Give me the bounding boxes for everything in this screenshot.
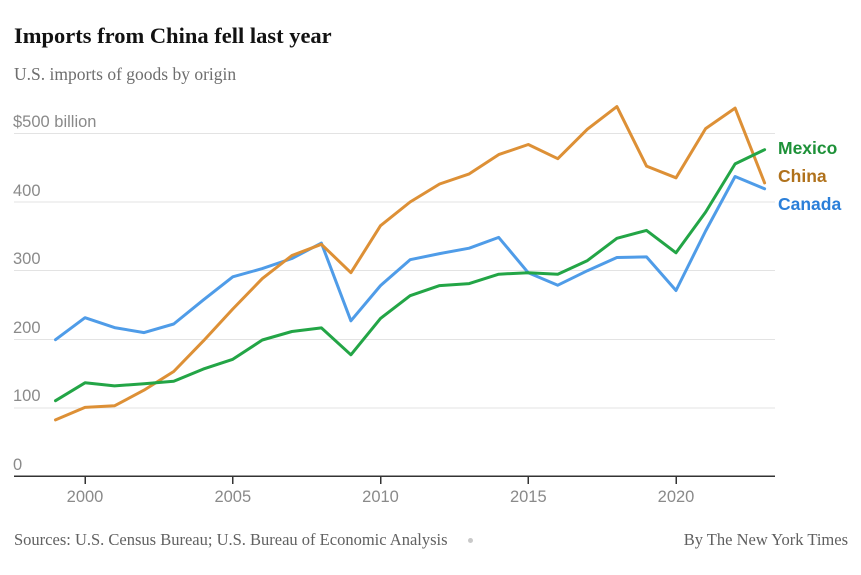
y-axis-tick-label: $500 billion [13, 113, 97, 131]
byline: By The New York Times [683, 530, 848, 549]
sources-note: Sources: U.S. Census Bureau; U.S. Bureau… [14, 530, 448, 549]
legend-label-canada: Canada [778, 194, 842, 214]
mexico-line [54, 148, 767, 403]
y-axis-tick-label: 400 [13, 181, 41, 200]
x-axis-tick-label: 2000 [66, 488, 104, 506]
chart-title: Imports from China fell last year [14, 23, 332, 49]
x-axis-tick-label: 2010 [362, 488, 399, 506]
x-axis-tick-label: 2020 [657, 488, 695, 506]
separator-dot-icon [467, 537, 473, 543]
x-axis-tick-label: 2005 [214, 488, 252, 506]
china-line [54, 105, 767, 422]
legend-label-mexico: Mexico [778, 138, 838, 158]
y-axis-tick-label: 0 [13, 456, 23, 474]
footer: Sources: U.S. Census Bureau; U.S. Bureau… [14, 529, 848, 551]
y-axis-tick-label: 200 [13, 318, 41, 337]
y-axis-tick-label: 100 [13, 387, 41, 406]
legend-label-china: China [778, 166, 827, 186]
chart-subtitle: U.S. imports of goods by origin [14, 63, 237, 84]
x-axis-tick-label: 2015 [509, 488, 547, 506]
y-axis-tick-label: 300 [13, 250, 41, 269]
canada-line [54, 175, 767, 342]
